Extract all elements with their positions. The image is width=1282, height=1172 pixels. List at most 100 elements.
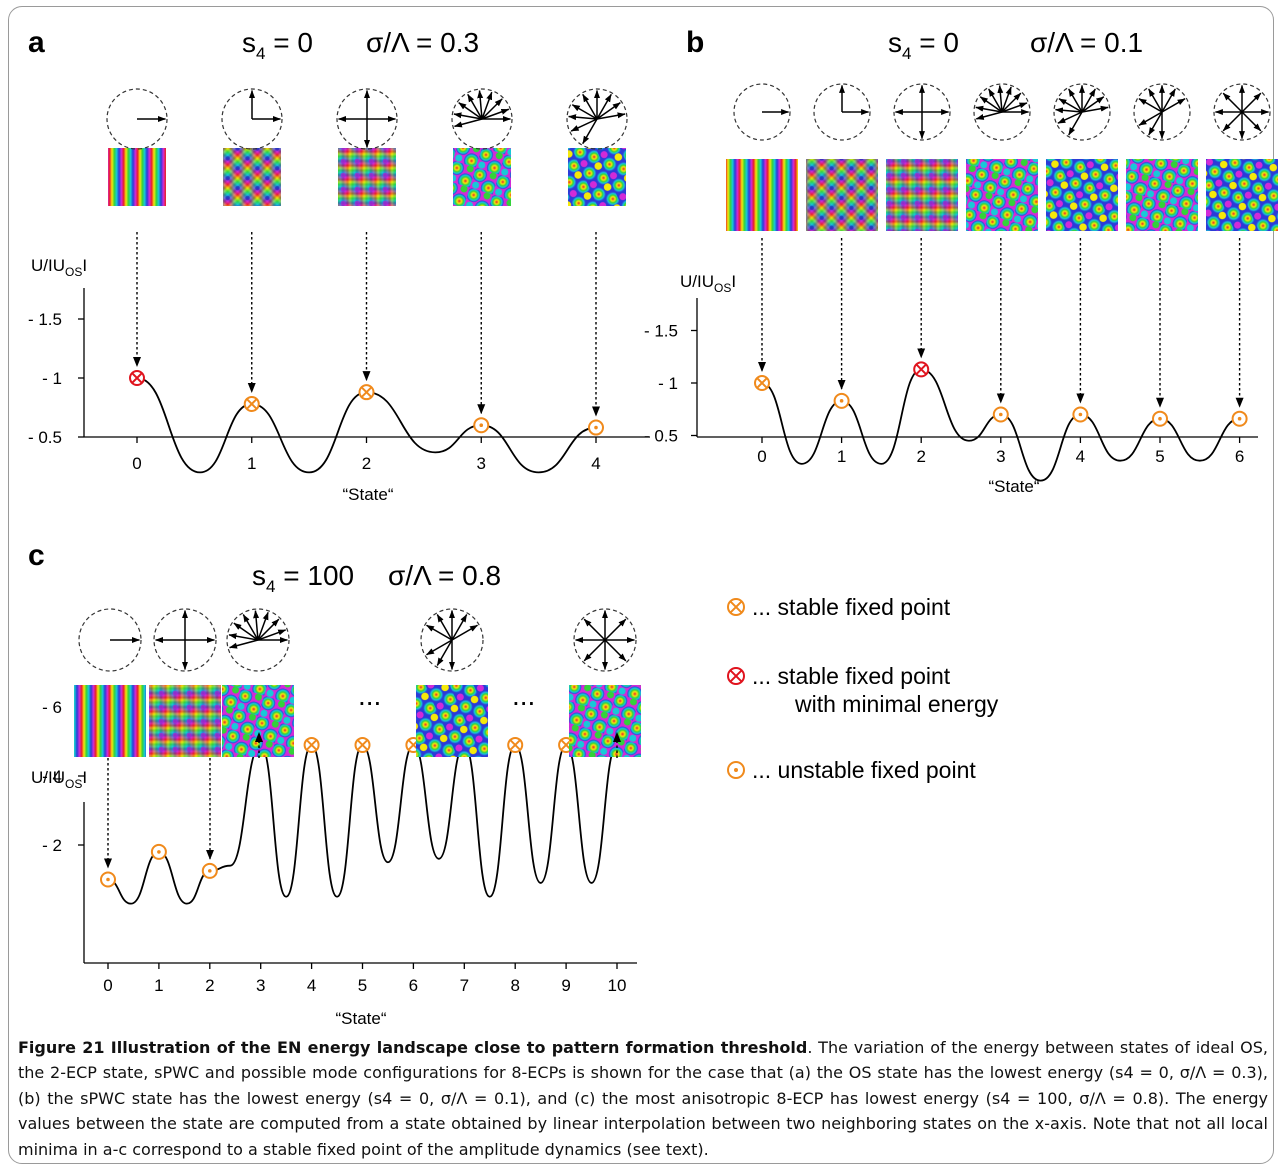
mode-vector <box>481 108 510 120</box>
x-tick-label: 1 <box>247 454 256 473</box>
mode-config-icon <box>221 88 283 150</box>
figure-caption: Figure 21 Illustration of the EN energy … <box>18 1035 1268 1162</box>
mode-vector <box>481 91 493 120</box>
mode-vector <box>426 624 453 641</box>
figure-frame <box>8 6 1274 1164</box>
unstable-fixed-point <box>1231 410 1248 427</box>
legend-minimal-text-1: ... stable fixed point <box>752 663 951 689</box>
mode-vector <box>568 114 598 121</box>
energy-chart-b: - 0.5 - 1 - 1.5 0 1 2 3 4 5 6 <box>644 159 1278 482</box>
unstable-fixed-point <box>150 843 167 860</box>
panel-c-ellipsis-1: ... <box>358 680 381 711</box>
marker-dot <box>1078 412 1083 417</box>
unstable-fixed-point <box>833 392 850 409</box>
stable-fixed-point <box>303 736 320 753</box>
mode-vector <box>1148 111 1163 136</box>
x-tick-label: 1 <box>154 976 163 995</box>
mode-vector <box>481 98 503 120</box>
x-tick-label: 6 <box>1235 447 1244 466</box>
caption-title: Figure 21 Illustration of the EN energy … <box>18 1038 808 1057</box>
x-tick-label: 8 <box>510 976 519 995</box>
mode-vector <box>1081 88 1096 113</box>
x-tick-label: 2 <box>205 976 214 995</box>
mode-circle <box>221 88 283 150</box>
mode-config-icon <box>733 83 791 141</box>
mode-config-icon <box>573 608 637 672</box>
marker-dot <box>1158 416 1162 421</box>
x-tick-label: 1 <box>837 447 846 466</box>
unstable-fixed-point <box>473 417 490 434</box>
mode-vector <box>1058 98 1083 113</box>
mode-vector <box>257 611 269 641</box>
marker-dot <box>208 869 212 873</box>
x-tick-label: 5 <box>358 976 367 995</box>
x-tick-label: 9 <box>561 976 570 995</box>
mode-vector <box>436 639 453 666</box>
stable-fixed-point <box>354 736 371 753</box>
y-tick-label: - 1.5 <box>644 322 678 341</box>
mode-vector <box>1138 98 1163 113</box>
marker-cross <box>756 377 768 389</box>
mode-config-icon <box>420 608 484 672</box>
mode-vector <box>604 639 627 662</box>
mode-vector <box>1222 92 1243 113</box>
mode-vector <box>582 93 598 120</box>
mode-vector <box>451 614 468 641</box>
minimal-fixed-point <box>129 370 145 386</box>
x-tick-label: 4 <box>1076 447 1085 466</box>
x-tick-label: 0 <box>132 454 141 473</box>
pattern-image <box>806 159 878 231</box>
legend-minimal-text-2: with minimal energy <box>794 691 999 717</box>
unstable-fixed-point <box>588 419 604 436</box>
mode-vector <box>1241 111 1262 132</box>
pattern-image <box>1046 159 1118 231</box>
pattern-image <box>569 685 641 757</box>
panel-a-xlabel: “State“ <box>342 485 393 504</box>
unstable-fixed-point <box>1152 410 1168 427</box>
mode-circle <box>566 88 628 150</box>
marker-dot <box>594 425 598 430</box>
legend-stable-text: ... stable fixed point <box>752 594 951 620</box>
x-tick-label: 3 <box>477 454 486 473</box>
panel-b-s4-param: s4 = 0 <box>888 27 959 63</box>
mode-config-icon <box>226 608 290 672</box>
mode-config-icon <box>78 608 142 672</box>
figure-canvas: a s4 = 0 σ/Λ = 0.3 b s4 = 0 σ/Λ = 0.1 c … <box>28 26 1278 1028</box>
unstable-fixed-point <box>992 406 1009 423</box>
pattern-image <box>149 685 221 757</box>
mode-vector <box>228 633 259 641</box>
mode-vector <box>453 112 483 120</box>
mode-circle <box>1213 83 1271 141</box>
panel-a-s4-param: s4 = 0 <box>242 27 313 63</box>
mode-vector <box>975 105 1003 113</box>
mode-config-icon <box>106 88 168 150</box>
pattern-image <box>222 685 294 757</box>
mode-vector <box>458 102 483 120</box>
mode-vector <box>997 85 1004 113</box>
mode-vector <box>570 118 598 132</box>
panel-b-letter: b <box>686 26 704 59</box>
panel-b-xlabel: “State“ <box>988 477 1039 496</box>
mode-config-icon <box>1053 83 1111 141</box>
pattern-image <box>726 159 798 231</box>
y-tick-label: - 0.5 <box>28 428 62 447</box>
y-tick-label: - 0.5 <box>644 427 678 446</box>
mode-circle <box>973 83 1031 141</box>
marker-cross <box>915 363 927 376</box>
mode-vector <box>1001 86 1012 113</box>
mode-vector <box>426 639 453 656</box>
mode-config-icon <box>336 88 398 150</box>
pattern-image <box>416 685 488 757</box>
mode-vector <box>436 614 453 641</box>
panel-c-letter: c <box>28 539 45 572</box>
pattern-image <box>966 159 1038 231</box>
mode-vector <box>979 96 1003 113</box>
mode-vector <box>467 93 483 120</box>
panel-c-ellipsis-2: ... <box>512 680 535 711</box>
legend-minimal-marker <box>727 667 745 685</box>
mode-config-icon <box>1133 83 1191 141</box>
mode-vector <box>583 618 606 641</box>
mode-vector <box>1161 98 1186 113</box>
y-tick-label: - 1.5 <box>28 310 62 329</box>
x-tick-label: 4 <box>307 976 316 995</box>
